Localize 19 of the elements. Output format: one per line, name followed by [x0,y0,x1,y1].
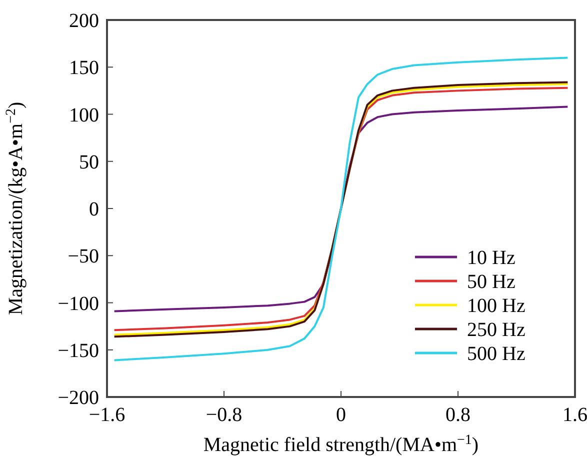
y-tick-label: 0 [89,198,99,220]
legend-label: 500 Hz [467,343,526,365]
legend-label: 10 Hz [467,247,516,269]
y-tick-label: 50 [79,151,99,174]
x-tick-label: 0 [336,404,346,426]
legend-label: 100 Hz [467,295,526,317]
x-tick-label: 1.6 [562,404,587,426]
y-tick-label: 100 [69,104,99,126]
x-tick-label: −0.8 [206,404,242,426]
y-tick-label: −150 [58,340,99,362]
legend-label: 250 Hz [467,319,526,341]
y-tick-label: −100 [58,292,99,315]
x-axis-title: Magnetic field strength/(MA•m$^{−1}$) [203,432,479,456]
legend-label: 50 Hz [467,271,516,293]
y-tick-label: −50 [68,246,99,268]
y-tick-label: 150 [69,57,99,80]
line-series [113,56,569,362]
y-tick-label: 200 [69,10,99,32]
x-tick-label: 0.8 [446,404,470,426]
